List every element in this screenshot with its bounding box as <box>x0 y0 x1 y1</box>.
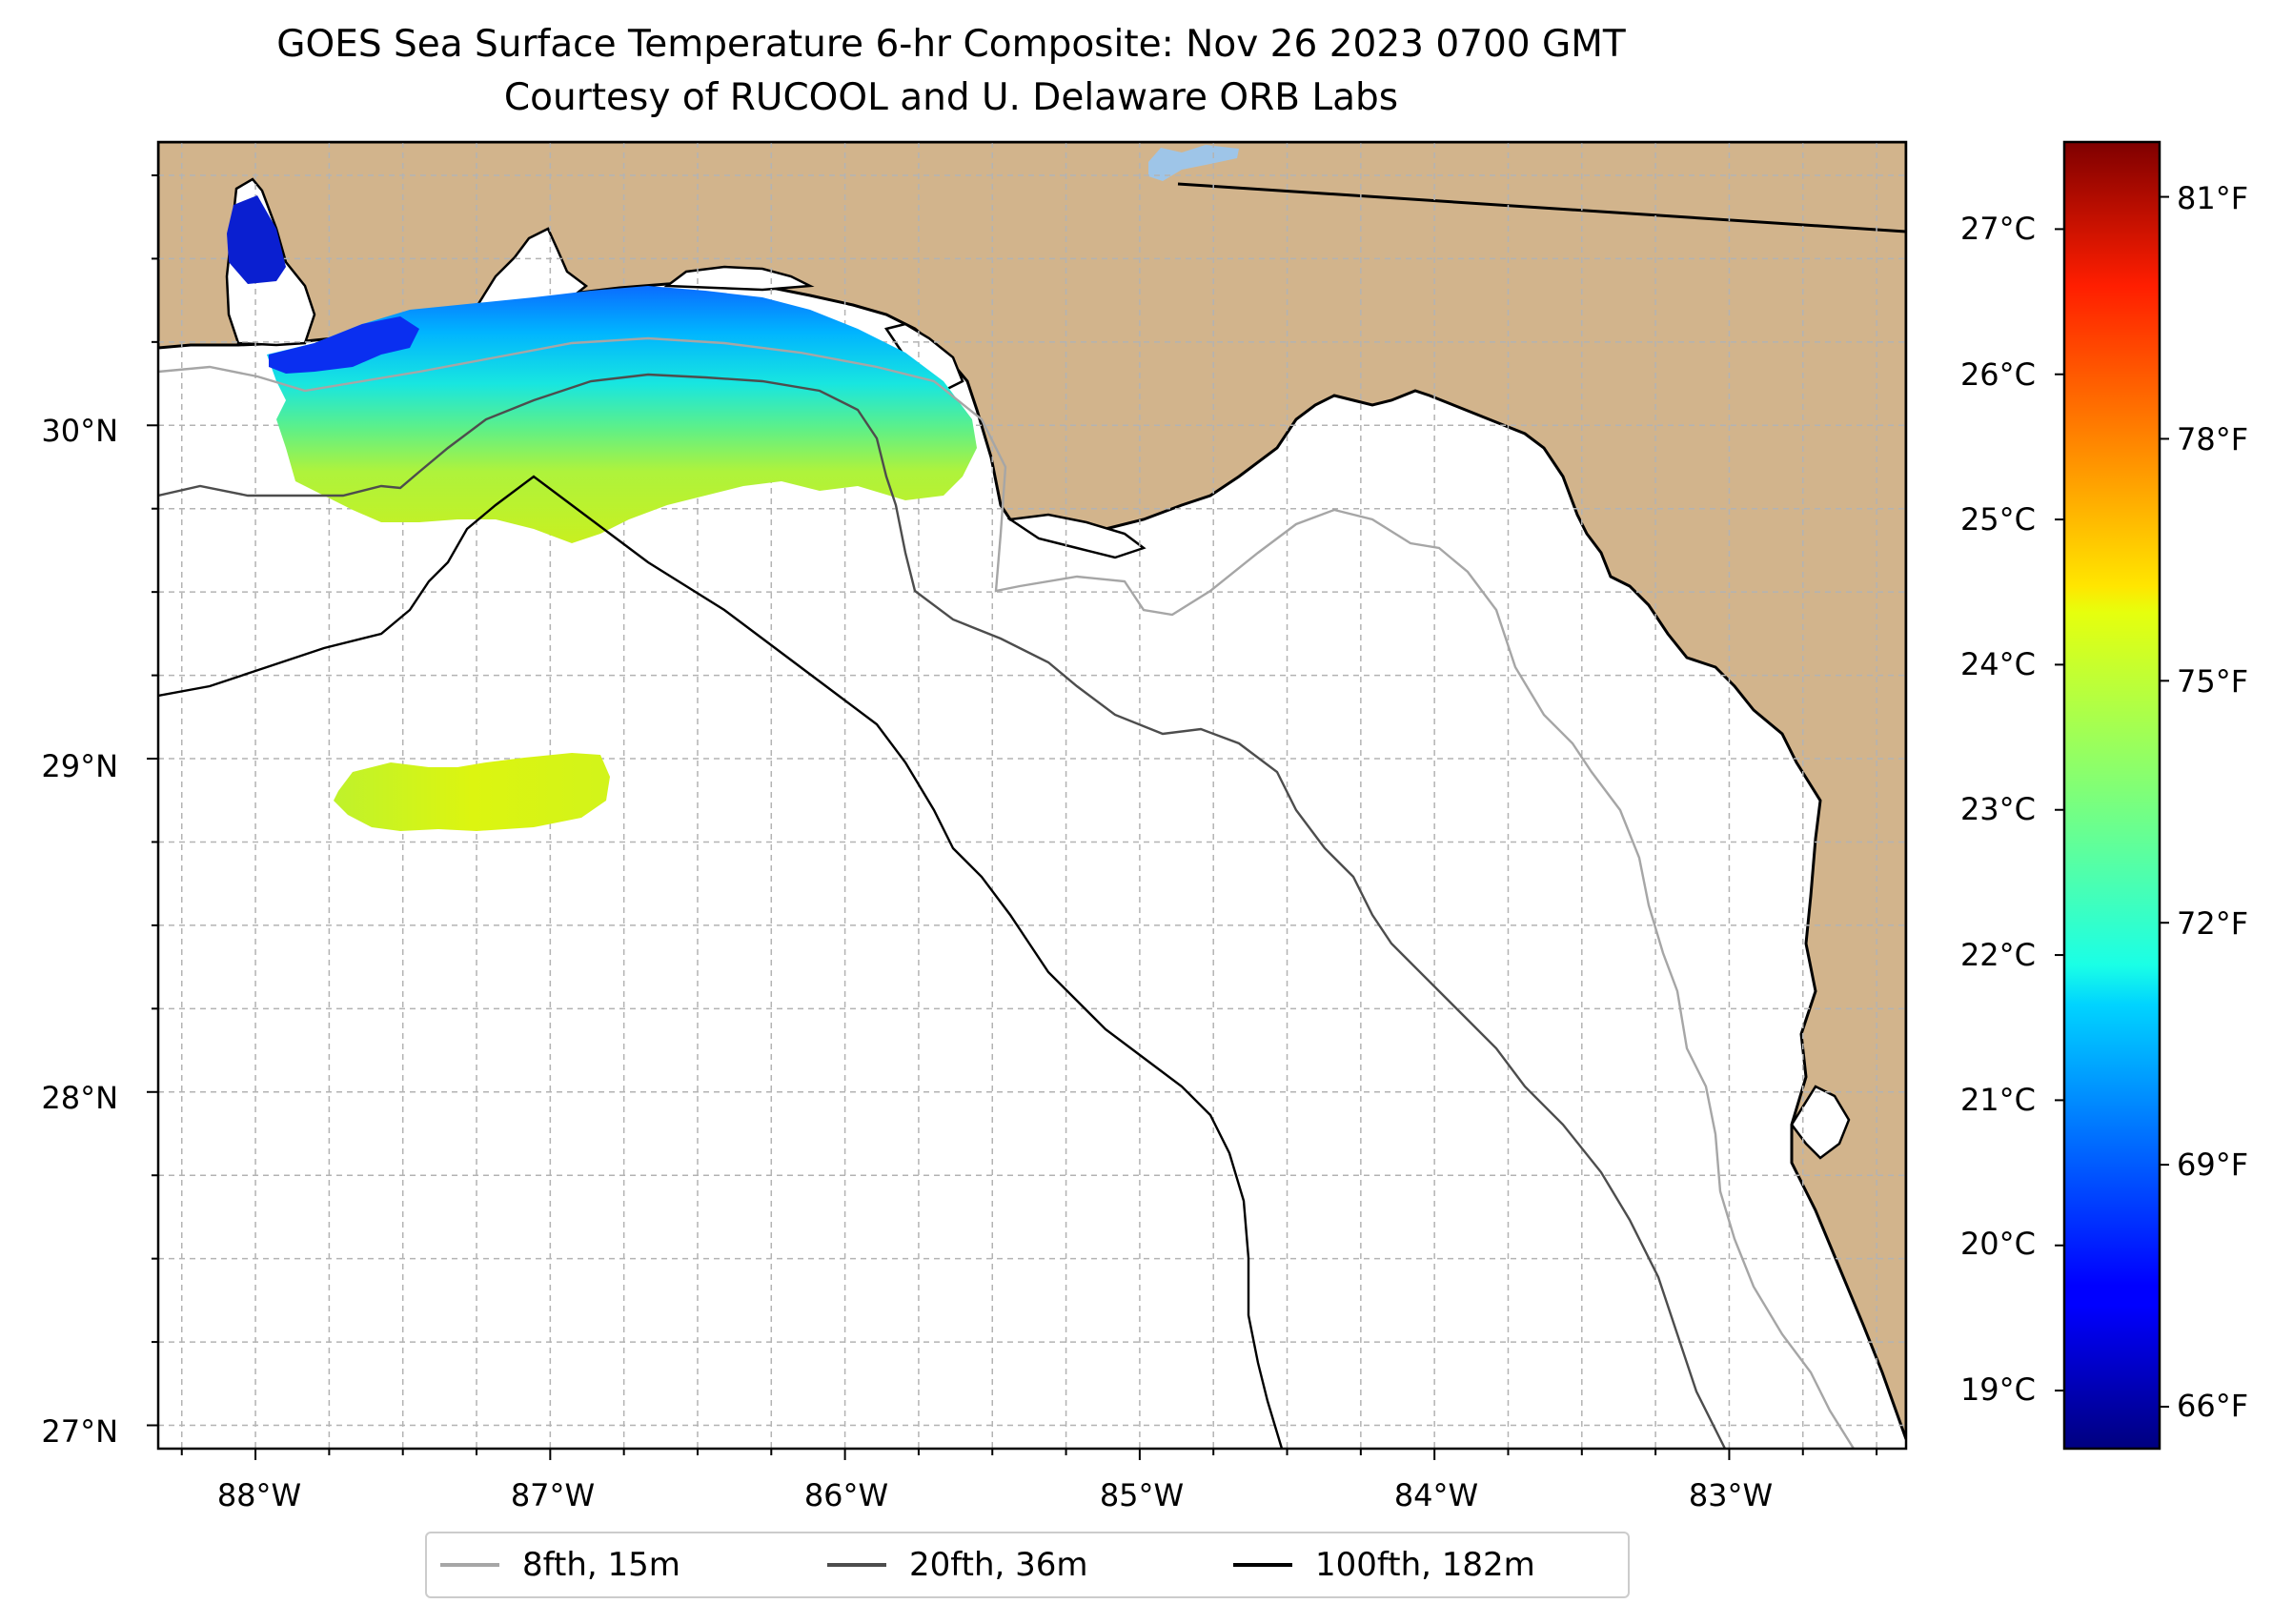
isobath-20fth <box>158 373 1727 1449</box>
lat-label: 28°N <box>41 1080 118 1116</box>
legend-line-8fth <box>440 1563 499 1567</box>
isobath-100fth <box>158 475 1284 1449</box>
legend-item-100fth: 100fth, 182m <box>1233 1533 1535 1596</box>
state-border-line <box>1177 182 1906 233</box>
colorbar-fahrenheit-label: 66°F <box>2177 1388 2248 1424</box>
legend-label: 8fth, 15m <box>522 1546 680 1584</box>
colorbar-celsius-label: 27°C <box>1960 211 2036 247</box>
map-frame <box>156 140 1908 1451</box>
chart-subtitle: Courtesy of RUCOOL and U. Delaware ORB L… <box>503 76 1399 119</box>
lon-label: 84°W <box>1394 1477 1478 1513</box>
lon-label: 86°W <box>804 1477 888 1513</box>
sst-swath-coastal <box>267 286 977 543</box>
legend-item-20fth: 20fth, 36m <box>827 1533 1088 1596</box>
chart-title: GOES Sea Surface Temperature 6-hr Compos… <box>276 23 1626 66</box>
lat-label: 27°N <box>41 1413 118 1450</box>
lat-label: 30°N <box>41 413 118 449</box>
isobath-8fth <box>158 336 1856 1449</box>
lon-label: 88°W <box>217 1477 301 1513</box>
colorbar <box>2062 140 2161 1451</box>
colorbar-celsius-label: 19°C <box>1960 1371 2036 1408</box>
lake <box>1148 145 1239 181</box>
colorbar-fahrenheit-label: 81°F <box>2177 180 2248 216</box>
lon-label: 85°W <box>1100 1477 1184 1513</box>
colorbar-fahrenheit-label: 72°F <box>2177 905 2248 942</box>
legend-label: 100fth, 182m <box>1315 1546 1535 1584</box>
sst-swath-cold-west <box>269 316 419 374</box>
sst-offshore-patch <box>334 753 610 831</box>
lon-label: 87°W <box>511 1477 595 1513</box>
colorbar-celsius-label: 24°C <box>1960 646 2036 682</box>
colorbar-ticks <box>2055 195 2169 1408</box>
colorbar-celsius-label: 26°C <box>1960 356 2036 393</box>
colorbar-celsius-label: 21°C <box>1960 1082 2036 1118</box>
isobath-legend: 8fth, 15m 20fth, 36m 100fth, 182m <box>425 1532 1630 1598</box>
legend-line-100fth <box>1233 1563 1292 1567</box>
lon-label: 83°W <box>1689 1477 1773 1513</box>
choctawhatchee-bay <box>663 265 815 292</box>
legend-label: 20fth, 36m <box>909 1546 1088 1584</box>
tampa-bay <box>1790 1085 1851 1160</box>
colorbar-celsius-label: 23°C <box>1960 791 2036 827</box>
colorbar-fahrenheit-label: 69°F <box>2177 1147 2248 1183</box>
apalachicola-bay <box>1006 513 1146 559</box>
colorbar-celsius-label: 25°C <box>1960 501 2036 538</box>
legend-line-20fth <box>827 1563 886 1567</box>
colorbar-fahrenheit-label: 75°F <box>2177 663 2248 700</box>
legend-item-8fth: 8fth, 15m <box>440 1533 680 1596</box>
colorbar-fahrenheit-label: 78°F <box>2177 421 2248 457</box>
land-mass <box>158 142 1906 1440</box>
sst-cold-spot-mobile-bay <box>227 195 286 284</box>
axis-ticks <box>147 173 1878 1460</box>
lat-label: 29°N <box>41 748 118 784</box>
colorbar-celsius-label: 22°C <box>1960 937 2036 973</box>
colorbar-celsius-label: 20°C <box>1960 1226 2036 1262</box>
